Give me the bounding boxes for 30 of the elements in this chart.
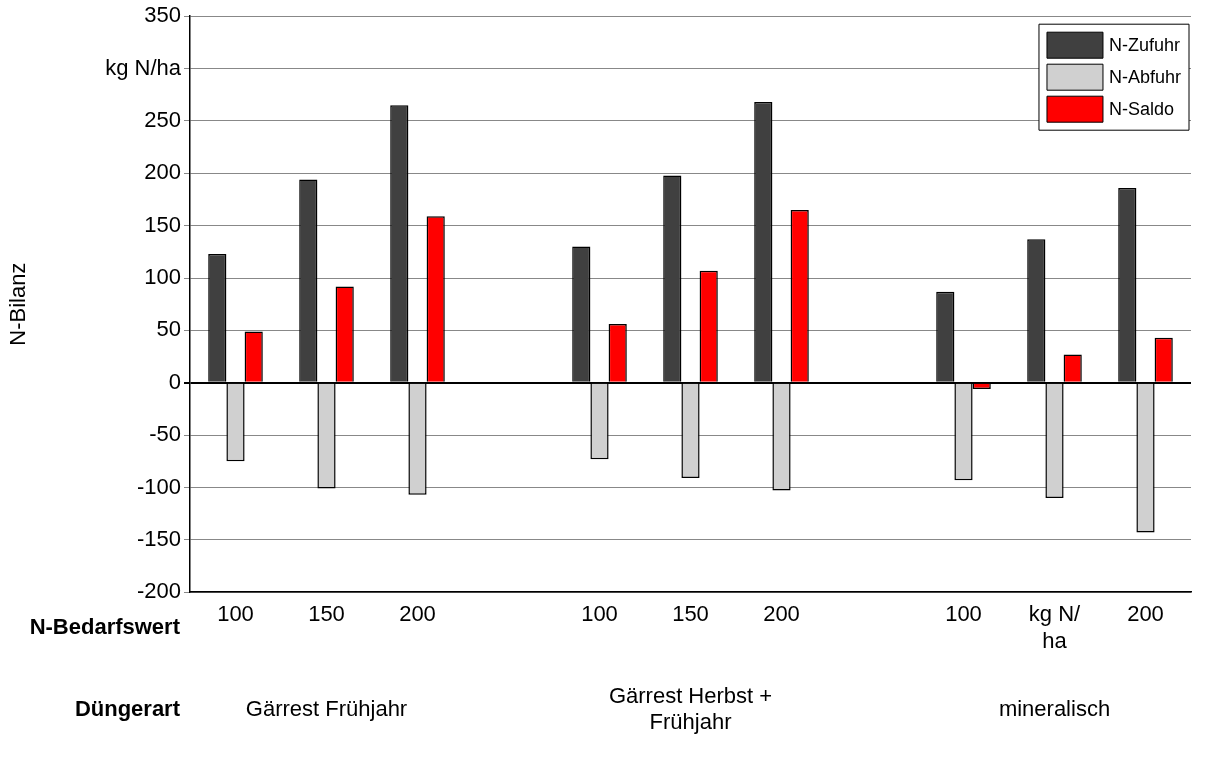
x-tick-label: kg N/ ha	[1028, 601, 1082, 653]
x-tick-label: 200	[399, 601, 436, 627]
y-tick-label: kg N/ha	[105, 54, 182, 80]
text: Düngerart	[74, 696, 181, 722]
text: N-Bedarfswert	[29, 614, 181, 640]
x-tick-label: 200	[1127, 601, 1164, 627]
x-tick-label: 100	[945, 601, 982, 627]
y-tick-label: -150	[136, 525, 181, 551]
x-tick-label: 200	[763, 601, 800, 627]
x-tick-label: 100	[217, 601, 254, 627]
text: Gärrest Herbst + Frühjahr	[608, 683, 773, 735]
y-tick-label: 0	[168, 368, 181, 394]
text: mineralisch	[998, 696, 1111, 722]
legend-label: N-Zufuhr	[1108, 35, 1180, 56]
y-tick-label: -50	[149, 421, 181, 447]
y-tick-label: 350	[144, 2, 181, 28]
y-tick-label: 200	[144, 159, 181, 185]
legend-label: N-Abfuhr	[1108, 67, 1182, 88]
y-tick-label: -200	[136, 578, 181, 604]
legend-label: N-Saldo	[1108, 99, 1174, 120]
y-tick-label: 100	[144, 264, 181, 290]
x-tick-label: 150	[672, 601, 709, 627]
text: Gärrest Frühjahr	[245, 696, 408, 722]
y-axis-title: N-Bilanz	[5, 262, 31, 346]
y-tick-label: 150	[144, 211, 181, 237]
y-tick-label: -100	[136, 473, 181, 499]
y-tick-label: 50	[156, 316, 181, 342]
y-tick-label: 250	[144, 106, 181, 132]
x-tick-label: 150	[308, 601, 345, 627]
x-tick-label: 100	[581, 601, 618, 627]
